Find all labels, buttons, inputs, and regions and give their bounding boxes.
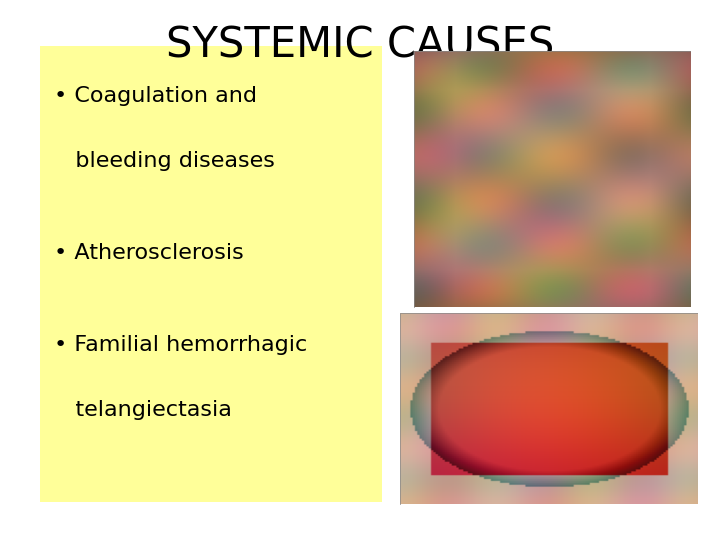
Text: telangiectasia: telangiectasia bbox=[54, 400, 232, 420]
Text: SYSTEMIC CAUSES: SYSTEMIC CAUSES bbox=[166, 24, 554, 66]
Text: • Atherosclerosis: • Atherosclerosis bbox=[54, 243, 244, 263]
FancyBboxPatch shape bbox=[40, 46, 382, 502]
Text: bleeding diseases: bleeding diseases bbox=[54, 151, 275, 171]
Text: • Familial hemorrhagic: • Familial hemorrhagic bbox=[54, 335, 307, 355]
Text: • Coagulation and: • Coagulation and bbox=[54, 86, 257, 106]
